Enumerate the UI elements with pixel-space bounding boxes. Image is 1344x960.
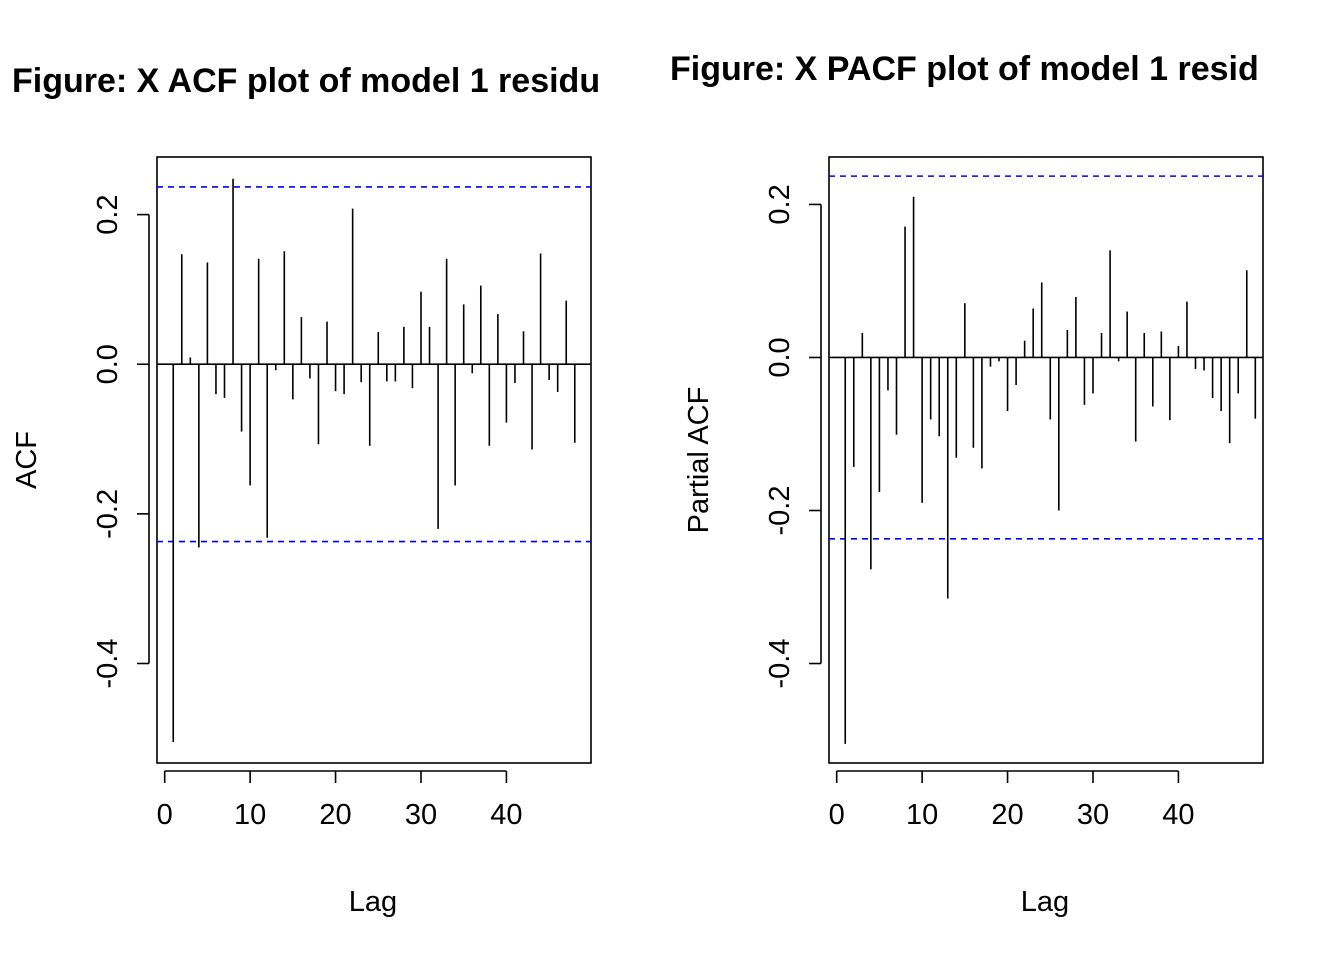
pacf-y-tick-label: -0.4 — [764, 639, 796, 689]
pacf-x-axis-label: Lag — [1021, 886, 1069, 918]
pacf-x-tick-label: 0 — [829, 799, 845, 831]
acf-x-tick-label: 20 — [319, 799, 351, 831]
acf-y-tick-label: -0.4 — [92, 639, 124, 689]
acf-x-tick-label: 30 — [405, 799, 437, 831]
acf-y-tick-label: 0.0 — [92, 344, 124, 384]
pacf-y-tick-label: -0.2 — [764, 486, 796, 536]
pacf-x-tick-label: 20 — [991, 799, 1023, 831]
pacf-y-tick-label: 0.2 — [764, 184, 796, 224]
pacf-x-tick-label: 10 — [906, 799, 938, 831]
acf-x-tick-label: 0 — [157, 799, 173, 831]
acf-y-tick-label: 0.2 — [92, 194, 124, 234]
acf-x-tick-label: 10 — [234, 799, 266, 831]
pacf-title: Figure: X PACF plot of model 1 resid — [670, 50, 1259, 88]
pacf-x-tick-label: 40 — [1162, 799, 1194, 831]
pacf-y-axis-label: Partial ACF — [683, 387, 715, 534]
pacf-y-tick-label: 0.0 — [764, 337, 796, 377]
acf-x-tick-label: 40 — [490, 799, 522, 831]
acf-y-tick-label: -0.2 — [92, 489, 124, 539]
acf-y-axis-label: ACF — [11, 431, 43, 489]
pacf-x-tick-label: 30 — [1077, 799, 1109, 831]
acf-x-axis-label: Lag — [349, 886, 397, 918]
acf-title: Figure: X ACF plot of model 1 residu — [12, 62, 600, 100]
